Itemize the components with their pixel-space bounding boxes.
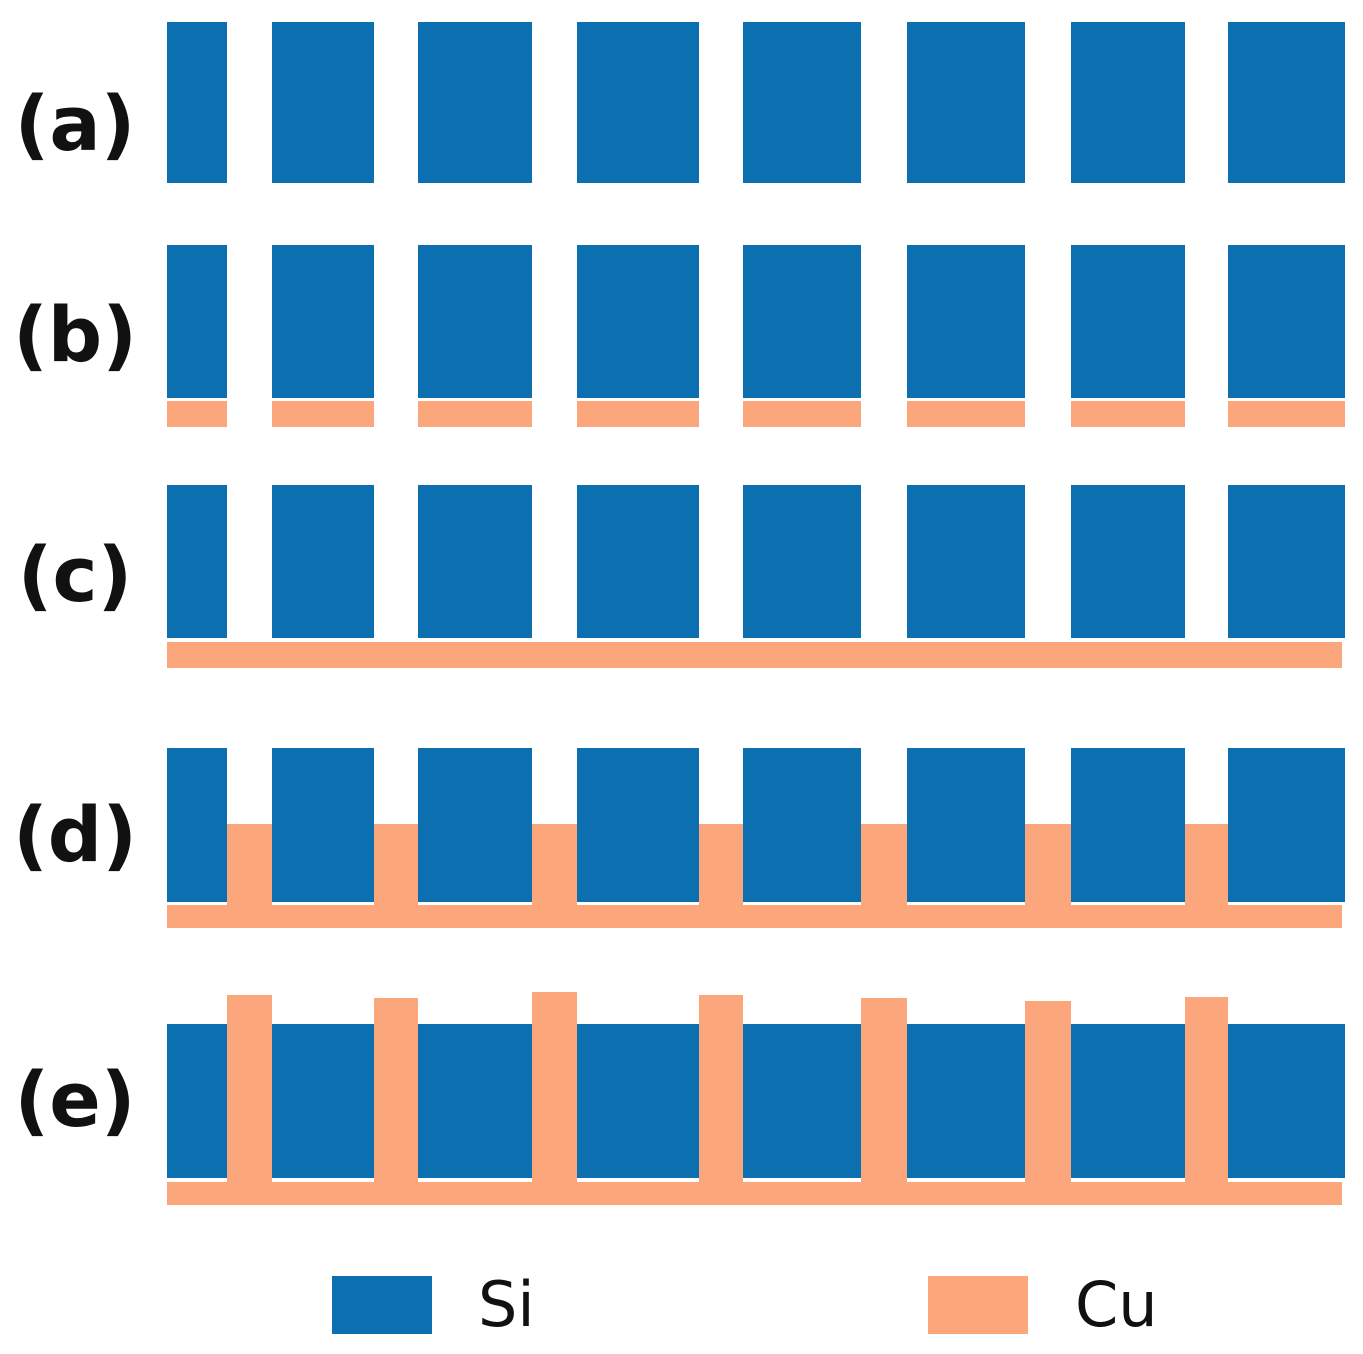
si-pillar bbox=[907, 485, 1025, 638]
si-pillar bbox=[167, 748, 227, 902]
cu-base-layer bbox=[167, 1182, 1342, 1205]
si-pillar bbox=[418, 748, 532, 902]
step-label-d: (d) bbox=[13, 790, 137, 879]
cu-seed-layer bbox=[743, 401, 861, 427]
cu-gap-fill bbox=[861, 824, 907, 905]
cu-gap-fill bbox=[374, 824, 418, 905]
cu-via bbox=[1185, 997, 1228, 1182]
si-pillar bbox=[907, 22, 1025, 183]
si-pillar bbox=[1228, 748, 1345, 902]
si-pillar bbox=[743, 748, 861, 902]
si-pillar bbox=[418, 1024, 532, 1178]
si-pillar bbox=[743, 1024, 861, 1178]
si-pillar bbox=[272, 1024, 374, 1178]
si-pillar bbox=[743, 22, 861, 183]
cu-seed-layer bbox=[577, 401, 699, 427]
si-pillar bbox=[907, 748, 1025, 902]
si-pillar bbox=[272, 485, 374, 638]
cu-seed-layer bbox=[418, 401, 532, 427]
cu-gap-fill bbox=[699, 824, 743, 905]
si-pillar bbox=[167, 22, 227, 183]
cu-base-layer bbox=[167, 905, 1342, 928]
cu-seed-layer bbox=[1228, 401, 1345, 427]
si-pillar bbox=[1071, 245, 1185, 398]
si-pillar bbox=[418, 245, 532, 398]
si-pillar bbox=[1071, 485, 1185, 638]
si-pillar bbox=[1228, 485, 1345, 638]
cu-seed-layer bbox=[907, 401, 1025, 427]
si-pillar bbox=[167, 485, 227, 638]
cu-via bbox=[532, 992, 577, 1182]
si-pillar bbox=[907, 245, 1025, 398]
step-label-a: (a) bbox=[14, 79, 136, 168]
step-label-c: (c) bbox=[17, 530, 133, 619]
si-pillar bbox=[272, 748, 374, 902]
step-label-e: (e) bbox=[14, 1055, 136, 1144]
si-pillar bbox=[167, 245, 227, 398]
legend-label-cu: Cu bbox=[1075, 1268, 1158, 1341]
si-pillar bbox=[167, 1024, 227, 1178]
cu-seed-layer bbox=[1071, 401, 1185, 427]
cu-gap-fill bbox=[532, 824, 577, 905]
cu-via bbox=[861, 998, 907, 1182]
legend-swatch-cu bbox=[928, 1276, 1028, 1334]
si-pillar bbox=[272, 245, 374, 398]
si-pillar bbox=[1071, 1024, 1185, 1178]
si-pillar bbox=[1071, 22, 1185, 183]
si-pillar bbox=[577, 485, 699, 638]
si-pillar bbox=[418, 485, 532, 638]
si-pillar bbox=[1071, 748, 1185, 902]
si-pillar bbox=[577, 748, 699, 902]
cu-base-layer bbox=[167, 642, 1342, 668]
si-pillar bbox=[577, 245, 699, 398]
cu-gap-fill bbox=[227, 824, 272, 905]
cu-via bbox=[1025, 1001, 1071, 1182]
si-pillar bbox=[907, 1024, 1025, 1178]
legend-swatch-si bbox=[332, 1276, 432, 1334]
cu-seed-layer bbox=[272, 401, 374, 427]
step-label-b: (b) bbox=[13, 290, 137, 379]
cu-via bbox=[699, 995, 743, 1182]
si-pillar bbox=[418, 22, 532, 183]
si-pillar bbox=[577, 22, 699, 183]
si-pillar bbox=[577, 1024, 699, 1178]
si-pillar bbox=[272, 22, 374, 183]
cu-gap-fill bbox=[1025, 824, 1071, 905]
si-pillar bbox=[1228, 245, 1345, 398]
cu-via bbox=[227, 995, 272, 1182]
si-pillar bbox=[743, 245, 861, 398]
cu-gap-fill bbox=[1185, 824, 1228, 905]
si-pillar bbox=[743, 485, 861, 638]
cu-seed-layer bbox=[167, 401, 227, 427]
si-pillar bbox=[1228, 22, 1345, 183]
si-pillar bbox=[1228, 1024, 1345, 1178]
legend-label-si: Si bbox=[478, 1268, 535, 1341]
cu-via bbox=[374, 998, 418, 1182]
